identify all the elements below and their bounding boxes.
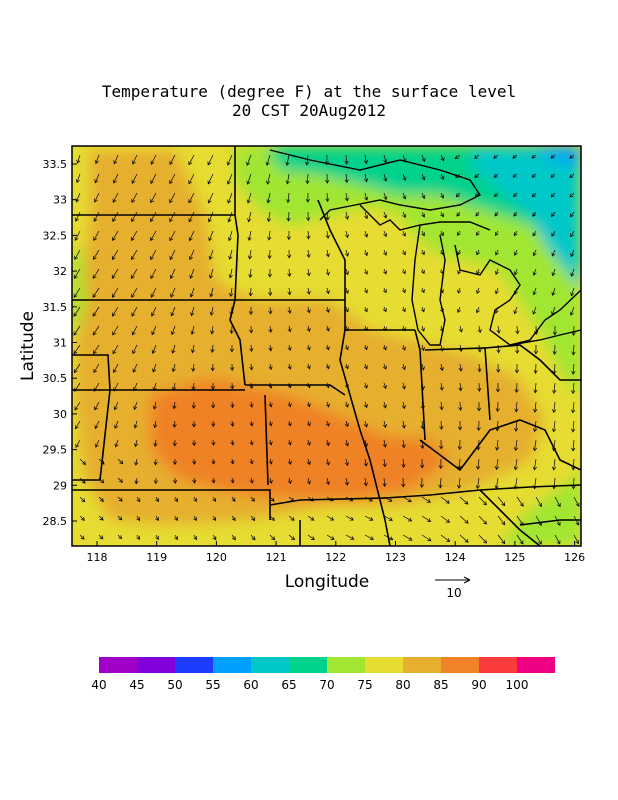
colorbar-label: 65 (281, 678, 296, 692)
colorbar-swatch (441, 657, 479, 673)
x-tick-label: 122 (325, 551, 346, 564)
x-tick-label: 121 (266, 551, 287, 564)
x-tick-label: 120 (206, 551, 227, 564)
x-axis-label: Longitude (285, 572, 370, 592)
colorbar-label: 80 (395, 678, 410, 692)
colorbar-label: 75 (357, 678, 372, 692)
colorbar-swatch (327, 657, 365, 673)
y-tick-label: 29.5 (43, 444, 68, 457)
y-tick-label: 30 (53, 408, 67, 421)
x-tick-label: 119 (146, 551, 167, 564)
x-tick-label: 125 (504, 551, 525, 564)
y-tick-label: 29 (53, 479, 67, 492)
y-tick-label: 31.5 (43, 301, 68, 314)
colorbar-label: 45 (129, 678, 144, 692)
colorbar-swatch (213, 657, 251, 673)
y-tick-label: 28.5 (43, 515, 68, 528)
colorbar-swatch (479, 657, 517, 673)
temperature-field (72, 146, 581, 546)
reference-vector: 10 (435, 577, 470, 600)
colorbar-swatch (99, 657, 137, 673)
colorbar-swatch (365, 657, 403, 673)
y-tick-label: 32.5 (43, 229, 68, 242)
y-axis-label: Latitude (18, 311, 38, 381)
colorbar-label: 50 (167, 678, 182, 692)
colorbar-swatch (517, 657, 555, 673)
x-tick-label: 124 (445, 551, 466, 564)
colorbar-label: 40 (91, 678, 106, 692)
colorbar-label: 55 (205, 678, 220, 692)
y-tick-label: 33 (53, 194, 67, 207)
colorbar-label: 60 (243, 678, 258, 692)
colorbar: 40 45 50 55 60 65 70 75 80 85 90 100 (91, 657, 555, 692)
y-tick-label: 31 (53, 337, 67, 350)
y-tick-label: 32 (53, 265, 67, 278)
x-tick-label: 118 (87, 551, 108, 564)
colorbar-swatch (251, 657, 289, 673)
reference-vector-label: 10 (446, 586, 461, 600)
colorbar-label: 85 (433, 678, 448, 692)
x-tick-label: 126 (564, 551, 585, 564)
colorbar-label: 70 (319, 678, 334, 692)
colorbar-swatch (403, 657, 441, 673)
colorbar-swatch (175, 657, 213, 673)
y-tick-label: 33.5 (43, 158, 68, 171)
colorbar-label: 90 (471, 678, 486, 692)
colorbar-swatch (137, 657, 175, 673)
x-tick-label: 123 (385, 551, 406, 564)
colorbar-label: 100 (506, 678, 529, 692)
y-tick-label: 30.5 (43, 372, 68, 385)
colorbar-swatch (289, 657, 327, 673)
